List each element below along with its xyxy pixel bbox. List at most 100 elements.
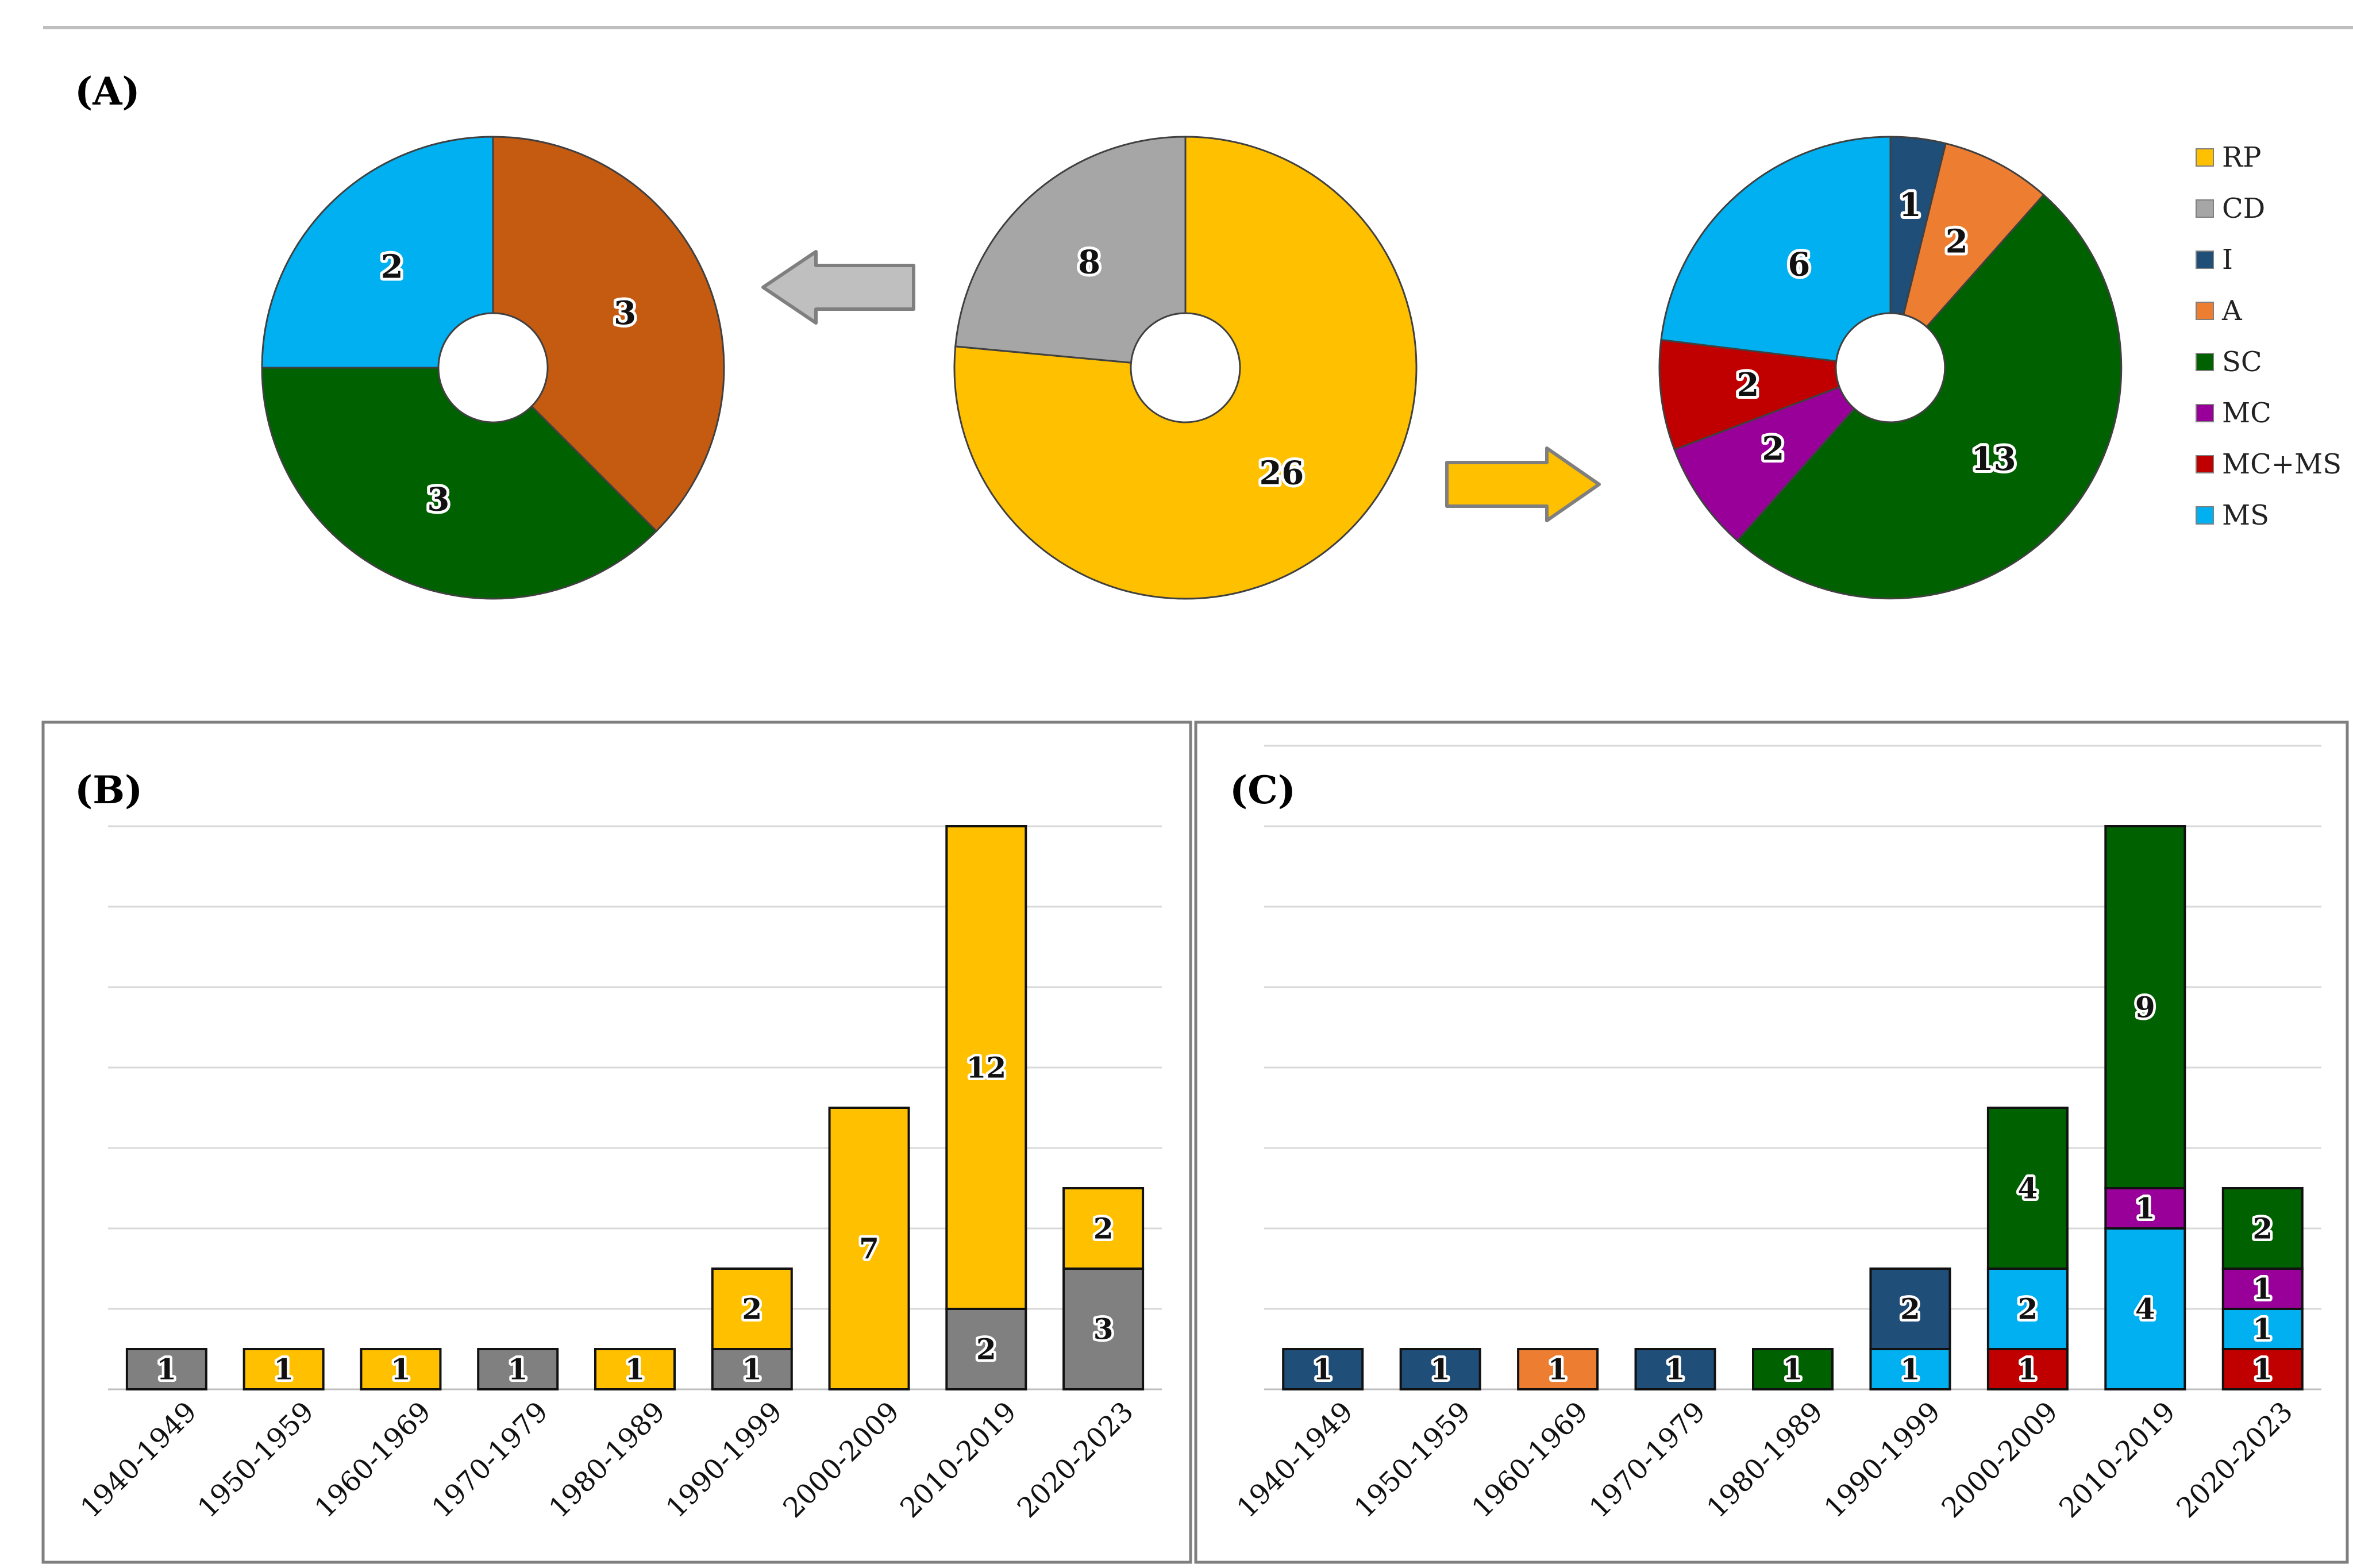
donut-center-label-rp: 26 <box>1259 454 1304 492</box>
legend-swatch-sc <box>2196 353 2214 371</box>
bars-c-tick-1970-1979: 1970-1979 <box>1583 1396 1712 1524</box>
bars-c-value-i-1940-1949: 1 <box>1313 1353 1333 1386</box>
donut-center-label-cd: 8 <box>1078 243 1100 281</box>
donut-right-slice-sc <box>1736 193 2123 600</box>
bars-b-tick-1980-1989: 1980-1989 <box>543 1396 672 1524</box>
bars-b-bar-cd-2020-2023 <box>1062 1268 1145 1390</box>
bars-c-value-mc-2010-2019: 1 <box>2135 1192 2155 1226</box>
bars-b-value-rp-1950-1959: 1 <box>274 1353 294 1386</box>
bars-b-bar-rp-2020-2023 <box>1062 1187 1145 1270</box>
bars-b-tick-1960-1969: 1960-1969 <box>309 1396 437 1524</box>
legend: RP CD IA SC MC MC+MS MS <box>2196 141 2342 531</box>
bars-c-bar-ms-2010-2019 <box>2104 1227 2186 1390</box>
legend-swatch-cd <box>2196 199 2214 218</box>
bars-c-tick-1940-1949: 1940-1949 <box>1231 1396 1360 1524</box>
legend-label-mc: MC <box>2222 397 2271 429</box>
bars-b-value-rp-1960-1969: 1 <box>391 1353 411 1386</box>
bars-c-bar-i-1950-1959 <box>1399 1348 1481 1390</box>
donut-right-slice-ms <box>1660 136 1892 363</box>
bars-b-tick-1990-1999: 1990-1999 <box>660 1396 788 1524</box>
donut-right-label-ms: 6 <box>1788 245 1810 283</box>
bars-c-bar-ms-2020-2023 <box>2221 1308 2304 1350</box>
bars-c-bar-mc-plus-ms-2000-2009 <box>1986 1348 2069 1390</box>
bars-b-bar-cd-1940-1949 <box>125 1348 207 1390</box>
bars-c-value-sc-2000-2009: 4 <box>2017 1172 2038 1205</box>
bars-c-bar-sc-1980-1989 <box>1752 1348 1834 1390</box>
bars-b-bar-rp-2000-2009 <box>828 1107 910 1390</box>
legend-swatch-a <box>2196 302 2214 320</box>
bars-b-value-cd-2010-2019: 2 <box>976 1332 996 1366</box>
bars-c-value-i-1990-1999: 2 <box>1900 1292 1920 1326</box>
bars-b-value-cd-1970-1979: 1 <box>508 1353 528 1386</box>
panel-label-b: (B) <box>75 768 143 812</box>
bars-c-bar-i-1990-1999 <box>1869 1268 1951 1350</box>
donut-center-slice-rp <box>953 136 1418 600</box>
donut-chart-left: 3 3 2 <box>261 136 725 600</box>
bars-c-tick-1960-1969: 1960-1969 <box>1466 1396 1595 1524</box>
donut-left-label-segment-3: 2 <box>381 248 403 286</box>
bars-b-bar-rp-1990-1999 <box>711 1268 793 1350</box>
donut-right-label-i: 1 <box>1899 186 1921 224</box>
bar-chart-b: 1 1940-1949 1 1950-1959 1 1960-1969 1 1970-1979… <box>75 825 1162 1524</box>
bars-c-tick-1950-1959: 1950-1959 <box>1348 1396 1477 1524</box>
bars-b-bar-cd-1990-1999 <box>711 1348 793 1390</box>
donut-left-slice-segment-1 <box>492 136 725 533</box>
donut-right-label-sc: 13 <box>1971 440 2016 478</box>
bars-c-tick-2000-2009: 2000-2009 <box>1936 1396 2065 1524</box>
legend-label-i: I <box>2222 244 2233 276</box>
bars-c-value-ms-2020-2023: 1 <box>2252 1312 2273 1346</box>
bars-c-bar-i-1970-1979 <box>1634 1348 1716 1390</box>
bars-c-value-a-1960-1969: 1 <box>1548 1353 1568 1386</box>
bars-b-bar-cd-1970-1979 <box>477 1348 559 1390</box>
bars-c-value-i-1970-1979: 1 <box>1665 1353 1685 1386</box>
bars-b-value-cd-2020-2023: 3 <box>1093 1312 1114 1346</box>
donut-right-slice-mc-plus-ms <box>1658 338 1841 451</box>
donut-chart-center: 26 8 <box>953 136 1418 600</box>
donut-right-slice-a <box>1902 142 2045 329</box>
donut-center-slice-cd <box>954 136 1187 364</box>
donut-left-slice-segment-2 <box>261 367 658 600</box>
donut-right-label-a: 2 <box>1946 222 1968 260</box>
bars-c-value-sc-2020-2023: 2 <box>2252 1212 2273 1246</box>
panel-b-frame <box>41 721 1192 1564</box>
bars-b-tick-2010-2019: 2010-2019 <box>894 1396 1023 1524</box>
legend-label-cd: CD <box>2222 192 2265 225</box>
bars-b-value-cd-1940-1949: 1 <box>156 1353 176 1386</box>
legend-swatch-ms <box>2196 506 2214 525</box>
bars-b-tick-1950-1959: 1950-1959 <box>191 1396 320 1524</box>
legend-swatch-mc <box>2196 404 2214 422</box>
bars-b-value-rp-1990-1999: 2 <box>742 1292 762 1326</box>
legend-label-ms: MS <box>2222 499 2269 531</box>
arrow-right-icon <box>1445 446 1601 522</box>
bars-c-tick-1980-1989: 1980-1989 <box>1701 1396 1830 1524</box>
bars-c-bar-sc-2010-2019 <box>2104 825 2186 1189</box>
bars-c-value-sc-1980-1989: 1 <box>1783 1353 1803 1386</box>
bars-c-bar-mc-2020-2023 <box>2221 1268 2304 1310</box>
legend-label-sc: SC <box>2222 346 2262 378</box>
bars-c-value-ms-2010-2019: 4 <box>2135 1292 2155 1326</box>
legend-label-mc-plus-ms: MC+MS <box>2222 448 2342 480</box>
panel-label-c: (C) <box>1230 768 1296 812</box>
bars-c-tick-2010-2019: 2010-2019 <box>2053 1396 2182 1524</box>
bars-c-bar-sc-2020-2023 <box>2221 1187 2304 1270</box>
bars-c-tick-1990-1999: 1990-1999 <box>1818 1396 1947 1524</box>
bars-b-value-rp-2020-2023: 2 <box>1093 1212 1114 1246</box>
bars-c-value-mc-2020-2023: 1 <box>2252 1272 2273 1306</box>
donut-right-slice-mc <box>1673 386 1856 542</box>
bars-b-bar-rp-2010-2019 <box>945 825 1027 1310</box>
bars-b-tick-2020-2023: 2020-2023 <box>1011 1396 1140 1524</box>
bars-c-value-i-1950-1959: 1 <box>1430 1353 1450 1386</box>
bars-c-bar-a-1960-1969 <box>1517 1348 1599 1390</box>
bars-c-value-mc-plus-ms-2000-2009: 1 <box>2017 1353 2038 1386</box>
bars-b-tick-1940-1949: 1940-1949 <box>75 1396 203 1524</box>
panel-c-frame <box>1194 721 2349 1564</box>
bars-c-value-ms-2000-2009: 2 <box>2017 1292 2038 1326</box>
bars-c-value-ms-1990-1999: 1 <box>1900 1353 1920 1386</box>
arrow-left-icon <box>761 250 915 325</box>
bars-b-value-rp-2010-2019: 12 <box>966 1051 1007 1085</box>
bar-chart-c: 1 1940-1949 1 1950-1959 1 1960-1969 1 1970-1979… <box>1231 745 2321 1524</box>
panel-label-a: (A) <box>75 69 140 114</box>
donut-right-label-mc: 2 <box>1762 430 1784 468</box>
bars-b-value-rp-1980-1989: 1 <box>625 1353 645 1386</box>
bars-b-value-cd-1990-1999: 1 <box>742 1353 762 1386</box>
